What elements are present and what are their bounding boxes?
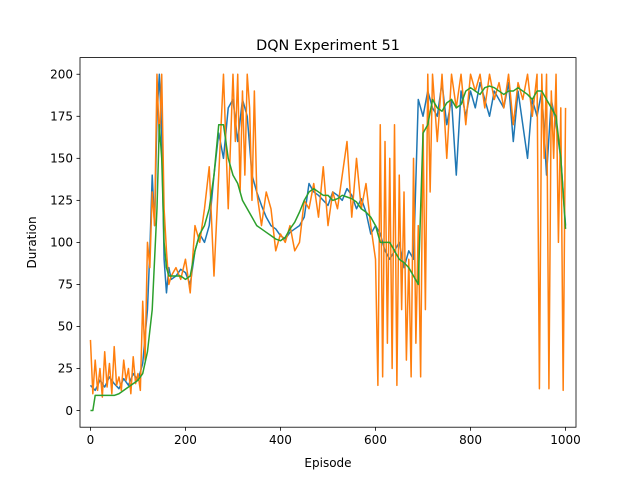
y-tick-label: 125: [50, 194, 73, 208]
series-line-2: [89, 73, 567, 398]
axes-layer: 0 200 400 600 800 1000 0 25 50 75 100 125 150 175 200: [50, 57, 581, 447]
plot-area: [80, 57, 576, 428]
chart-title: DQN Experiment 51: [256, 38, 400, 54]
series-layer: [89, 73, 567, 412]
x-tick-label: 200: [174, 433, 197, 447]
x-tick-label: 1000: [550, 433, 581, 447]
y-tick-label: 175: [50, 109, 73, 123]
y-axis-title: Duration: [25, 216, 39, 268]
y-tick-label: 0: [65, 404, 73, 418]
series-line-3: [90, 85, 567, 412]
x-tick-label: 800: [459, 433, 482, 447]
y-tick-label: 25: [58, 362, 73, 376]
y-tick-label: 75: [58, 278, 73, 292]
y-tick-label: 50: [58, 320, 73, 334]
y-tick-label: 150: [50, 152, 73, 166]
x-tick-label: 400: [269, 433, 292, 447]
x-tick-label: 600: [364, 433, 387, 447]
x-axis-title: Episode: [304, 456, 351, 470]
y-tick-label: 200: [50, 67, 73, 81]
y-tick-label: 100: [50, 236, 73, 250]
x-tick-label: 0: [87, 433, 95, 447]
